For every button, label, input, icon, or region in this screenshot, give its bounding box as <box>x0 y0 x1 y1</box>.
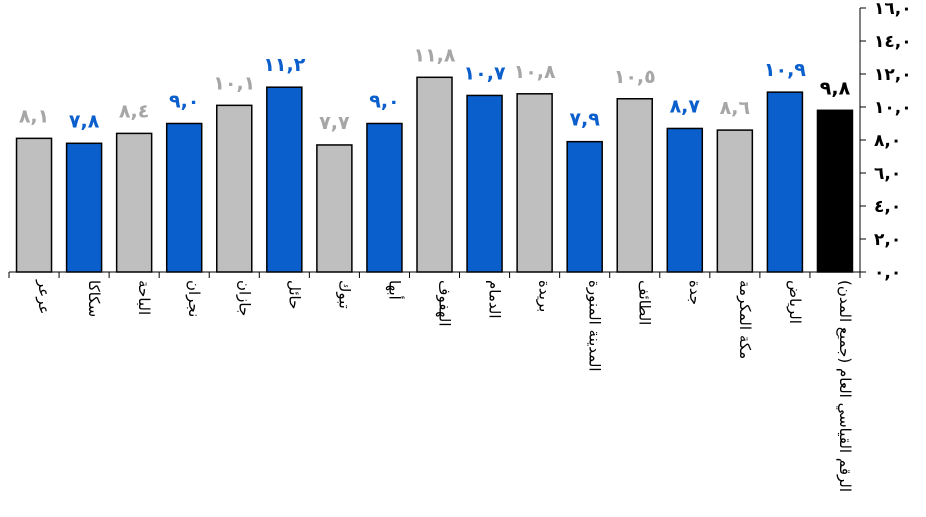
value-label-9: ١١,٨ <box>413 44 455 66</box>
x-tick-label-17: الرقم القياسي العام (جميع المدن) <box>835 280 854 492</box>
bar-5 <box>216 104 253 273</box>
y-tick-label-6: ١٠,٠ <box>874 98 912 118</box>
y-tick-label-1: ٠,٠ <box>874 263 901 283</box>
value-label-15: ٨,٦ <box>720 97 750 119</box>
bar-2 <box>65 142 103 273</box>
bar-6 <box>266 86 303 273</box>
bar-13 <box>616 98 653 273</box>
x-tick-label-5: جازان <box>235 280 253 316</box>
bar-4 <box>165 122 203 273</box>
y-tick-label-8: ١٤,٠ <box>874 32 912 52</box>
value-label-14: ٨,٧ <box>670 95 701 117</box>
value-label-2: ٧,٨ <box>69 110 100 132</box>
x-tick-label-4: نجران <box>185 280 203 317</box>
bar-3 <box>115 132 153 273</box>
bar-9 <box>416 76 453 273</box>
value-label-8: ٩,٠ <box>369 91 399 113</box>
bars-group <box>15 76 854 273</box>
y-tick-label-5: ٨,٠ <box>874 131 901 151</box>
x-tick-label-10: الدمام <box>486 280 504 319</box>
bar-8 <box>366 122 403 273</box>
y-axis: ٠,٠ ٢,٠ ٤,٠ ٦,٠ ٨,٠ ١٠,٠ ١٢,٠ ١٤,٠ ١٦,٠ <box>859 0 912 283</box>
bar-17 <box>816 109 854 273</box>
value-label-4: ٩,٠ <box>169 91 199 113</box>
value-label-5: ١٠,١ <box>213 72 255 94</box>
bar-14 <box>666 127 704 273</box>
value-label-16: ١٠,٩ <box>764 59 806 81</box>
y-tick-label-2: ٢,٠ <box>874 230 901 250</box>
x-tick-label-16: الرياض <box>786 280 804 324</box>
y-tick-label-7: ١٢,٠ <box>874 65 912 85</box>
y-tick-label-4: ٦,٠ <box>874 164 901 184</box>
value-label-3: ٨,٤ <box>119 100 149 122</box>
bar-16 <box>766 91 804 273</box>
bar-11 <box>516 93 553 273</box>
x-tick-label-2: سكاكا <box>85 280 103 317</box>
value-label-10: ١٠,٧ <box>464 62 506 84</box>
bar-15 <box>716 129 754 273</box>
x-tick-label-8: أبها <box>385 280 404 300</box>
value-label-6: ١١,٢ <box>263 54 305 76</box>
bar-12 <box>566 140 603 273</box>
x-tick-label-14: جدة <box>686 280 704 305</box>
x-tick-label-7: تبوك <box>335 280 353 309</box>
y-tick-label-3: ٤,٠ <box>874 197 901 217</box>
bar-10 <box>466 94 503 273</box>
y-tick-label-9: ١٦,٠ <box>874 0 912 19</box>
x-tick-label-6: حائل <box>285 280 303 309</box>
value-labels-group: ٨,١ ٧,٨ ٨,٤ ٩,٠ ١٠,١ ١١,٢ ٧,٧ ٩,٠ ١١,٨ ١٠,٧ ١٠,٨ ٧,… <box>19 44 851 134</box>
value-label-1: ٨,١ <box>19 105 49 127</box>
x-tick-label-12: المدينة المنورة <box>586 280 604 372</box>
bar-7 <box>316 144 353 273</box>
value-label-12: ٧,٩ <box>569 109 600 131</box>
x-tick-label-13: الطائف <box>636 280 654 325</box>
x-tick-label-3: الباحة <box>135 280 153 315</box>
value-label-7: ٧,٧ <box>319 112 350 134</box>
value-label-13: ١٠,٥ <box>614 66 656 88</box>
x-tick-label-11: بريدة <box>536 280 554 312</box>
value-label-17: ٩,٨ <box>820 77 851 99</box>
x-tick-label-9: الهفوف <box>436 280 454 327</box>
bar-1 <box>15 137 53 273</box>
x-tick-label-15: مكة المكرمة <box>736 280 754 359</box>
x-tick-label-1: عرعر <box>35 279 53 314</box>
x-axis: عرعر سكاكا الباحة نجران جازان حائل تبوك أبها اله… <box>8 271 861 492</box>
value-label-11: ١٠,٨ <box>514 61 556 83</box>
